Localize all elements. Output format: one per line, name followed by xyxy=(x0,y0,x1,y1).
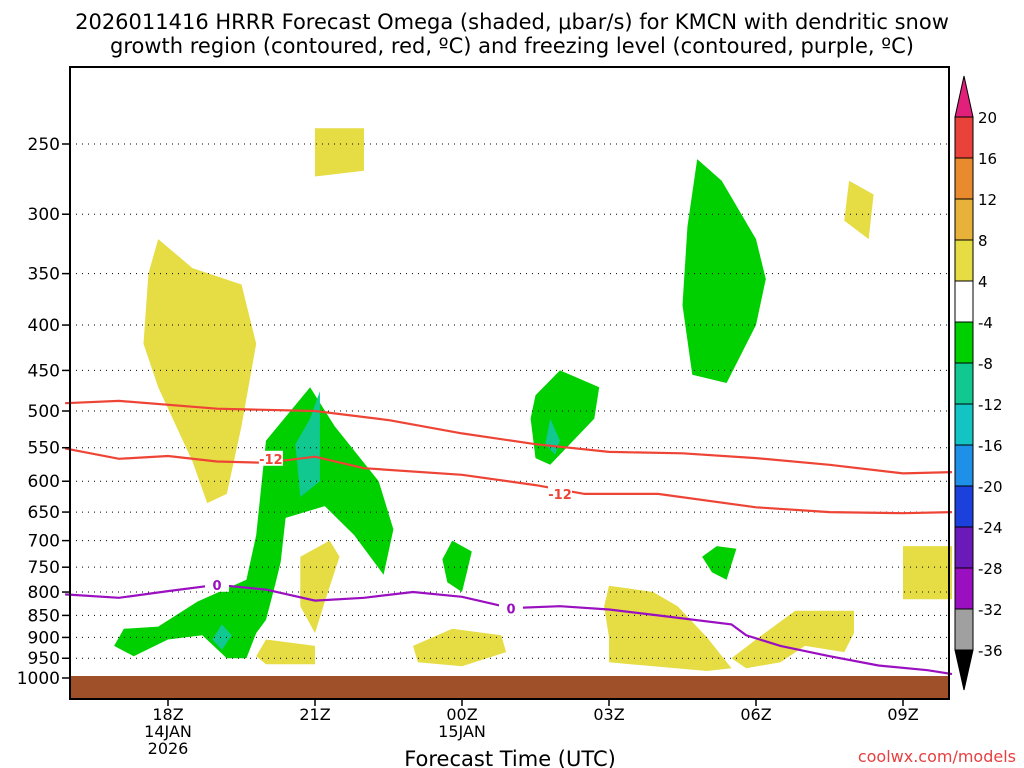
shaded-region-15 xyxy=(212,624,232,650)
colorbar-label-0: 20 xyxy=(978,109,997,127)
colorbar-swatch-9 xyxy=(954,485,974,528)
y-tick-label-950: 950 xyxy=(28,649,60,669)
y-tick-label-900: 900 xyxy=(28,628,60,648)
colorbar-swatch-7 xyxy=(954,403,974,446)
colorbar-label-13: -36 xyxy=(978,642,1003,660)
chart-title-line-1: 2026011416 HRRR Forecast Omega (shaded, … xyxy=(75,10,949,34)
y-tick-label-850: 850 xyxy=(28,606,60,626)
freezing-label-b: 0 xyxy=(212,579,221,594)
dgz-contour-upper xyxy=(65,399,953,475)
colorbar-label-11: -28 xyxy=(978,560,1003,578)
colorbar-swatch-10 xyxy=(954,526,974,569)
colorbar-swatch-8 xyxy=(954,444,974,487)
x-tick-label-09Z: 09Z xyxy=(887,705,918,724)
colorbar-swatch-12 xyxy=(954,608,974,651)
chart-title-line-2: growth region (contoured, red, ºC) and f… xyxy=(110,34,914,58)
shaded-region-2 xyxy=(300,540,340,634)
watermark: coolwx.com/models xyxy=(858,747,1016,766)
y-tick-label-1000: 1000 xyxy=(17,669,60,689)
shaded-regions xyxy=(114,128,952,671)
colorbar-swatch-0 xyxy=(954,116,974,159)
dgz-label-a-bg xyxy=(548,485,572,501)
colorbar-label-12: -32 xyxy=(978,601,1003,619)
y-tick-label-700: 700 xyxy=(28,532,60,552)
colorbar-label-6: -8 xyxy=(978,355,993,373)
shaded-region-13 xyxy=(702,546,737,580)
y-tick-label-450: 450 xyxy=(28,361,60,381)
y-tick-label-650: 650 xyxy=(28,503,60,523)
dgz-label-b-bg xyxy=(258,450,283,466)
y-tick-label-600: 600 xyxy=(28,472,60,492)
x-axis-label: Forecast Time (UTC) xyxy=(404,747,616,768)
shaded-region-7 xyxy=(903,546,952,600)
ground-surface xyxy=(70,676,949,699)
colorbar-swatch-11 xyxy=(954,567,974,610)
colorbar-label-3: 8 xyxy=(978,232,988,250)
x-tick-label-18Z: 18Z xyxy=(152,705,183,724)
freezing-label-a-bg xyxy=(499,600,523,616)
plot-frame xyxy=(69,66,950,700)
shaded-region-10 xyxy=(442,540,472,592)
colorbar-label-8: -16 xyxy=(978,437,1003,455)
colorbar-top-arrow xyxy=(954,75,974,118)
colorbar-label-10: -24 xyxy=(978,519,1003,537)
y-tick-label-500: 500 xyxy=(28,402,60,422)
colorbar-swatch-2 xyxy=(954,198,974,241)
colorbar-swatch-5 xyxy=(954,321,974,364)
colorbar-label-7: -12 xyxy=(978,396,1003,414)
colorbar-bottom-arrow xyxy=(954,649,974,691)
contour-lines: -12 -12 0 0 xyxy=(64,399,953,676)
x-tick-date-18Z: 14JAN xyxy=(144,722,192,741)
shaded-region-6 xyxy=(731,610,854,669)
x-tick-date-00Z: 15JAN xyxy=(438,722,486,741)
y-axis: 2503003504004505005506006507007508008509… xyxy=(17,135,70,689)
y-tick-label-300: 300 xyxy=(28,205,60,225)
shaded-region-1 xyxy=(143,239,257,504)
dgz-contour-lower xyxy=(64,447,953,515)
colorbar-label-5: -4 xyxy=(978,314,993,332)
y-tick-label-750: 750 xyxy=(28,558,60,578)
y-tick-label-400: 400 xyxy=(28,316,60,336)
colorbar-label-2: 12 xyxy=(978,191,997,209)
x-tick-year-18Z: 2026 xyxy=(148,739,189,758)
shaded-region-0 xyxy=(315,128,364,177)
grid-lines xyxy=(70,143,949,679)
x-tick-label-03Z: 03Z xyxy=(593,705,624,724)
colorbar-swatch-1 xyxy=(954,157,974,200)
y-tick-label-350: 350 xyxy=(28,265,60,285)
shaded-region-5 xyxy=(604,585,732,671)
colorbar-swatch-3 xyxy=(954,239,974,282)
freezing-label-b-bg xyxy=(205,576,229,592)
shaded-region-12 xyxy=(682,159,766,383)
plot-area: -12 -12 0 0 xyxy=(64,66,953,700)
freezing-label-a: 0 xyxy=(506,603,515,618)
shaded-region-3 xyxy=(256,639,315,665)
colorbar-label-9: -20 xyxy=(978,478,1003,496)
x-tick-label-00Z: 00Z xyxy=(446,705,477,724)
dgz-label-b: -12 xyxy=(259,453,283,468)
shaded-region-8 xyxy=(844,180,874,240)
colorbar-swatch-4 xyxy=(954,280,974,323)
colorbar-label-4: 4 xyxy=(978,273,988,291)
y-tick-label-250: 250 xyxy=(28,135,60,155)
dgz-label-a: -12 xyxy=(548,488,572,503)
colorbar-label-1: 16 xyxy=(978,150,997,168)
colorbar: 20 16 12 8 4 -4 -8 -12 -16 -20 -24 -28 -32 -36 xyxy=(954,75,1003,691)
shaded-region-14 xyxy=(295,391,320,497)
shaded-region-4 xyxy=(413,628,507,667)
x-tick-label-06Z: 06Z xyxy=(740,705,771,724)
y-tick-label-800: 800 xyxy=(28,583,60,603)
colorbar-swatch-6 xyxy=(954,362,974,405)
y-tick-label-550: 550 xyxy=(28,439,60,459)
shaded-region-9 xyxy=(114,387,394,659)
x-tick-label-21Z: 21Z xyxy=(299,705,330,724)
